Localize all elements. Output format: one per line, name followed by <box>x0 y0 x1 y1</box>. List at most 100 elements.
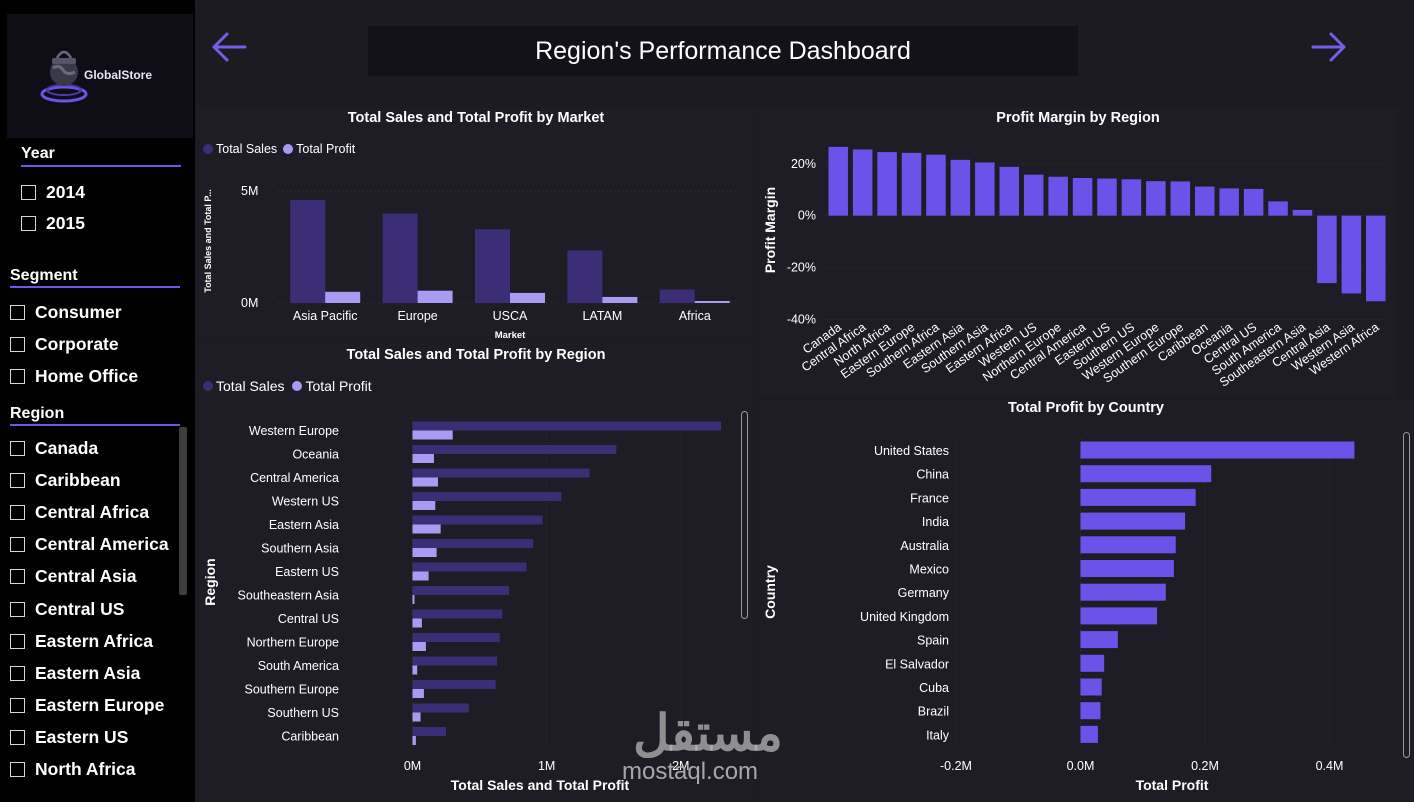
slicer-option[interactable]: Central Africa <box>10 496 180 528</box>
legend-label: Total Profit <box>296 142 356 156</box>
market-x-axis-label: Market <box>495 330 526 340</box>
slicer-option[interactable]: Canada <box>10 432 180 464</box>
region-y-tick: Eastern Asia <box>269 518 339 532</box>
slicer-option[interactable]: Central US <box>10 593 180 625</box>
country-bar <box>1080 536 1176 554</box>
margin-y-axis-label: Profit Margin <box>762 187 778 273</box>
checkbox[interactable] <box>10 472 25 488</box>
region-sales-bar <box>412 445 617 454</box>
legend-item-total-profit[interactable]: Total Profit <box>283 142 355 156</box>
segment-options: Consumer Corporate Home Office <box>10 296 180 392</box>
legend-label: Total Profit <box>305 378 372 394</box>
year-slicer-title: Year <box>21 145 55 162</box>
slicer-option[interactable]: 2015 <box>21 208 181 239</box>
checkbox[interactable] <box>10 698 25 714</box>
checkbox[interactable] <box>10 304 25 320</box>
checkbox[interactable] <box>10 665 25 681</box>
slicer-option[interactable]: Eastern Europe <box>10 690 180 722</box>
margin-bar <box>1097 178 1117 216</box>
segment-slicer: Segment Consumer Corporate Home Office <box>10 267 180 392</box>
slicer-option[interactable]: Eastern US <box>10 722 180 754</box>
region-chart-scrollbar[interactable] <box>741 411 748 619</box>
country-bar <box>1080 725 1098 743</box>
legend-label: Total Sales <box>216 378 285 394</box>
market-profit-bar <box>510 292 545 303</box>
country-bar <box>1080 441 1355 459</box>
checkbox[interactable] <box>10 762 25 778</box>
country-y-tick: Brazil <box>918 705 949 719</box>
legend-item-total-sales[interactable]: Total Sales <box>203 142 277 156</box>
country-y-tick: India <box>922 515 949 529</box>
market-profit-bar <box>417 290 453 303</box>
country-x-tick: 0.0M <box>1067 759 1095 773</box>
segment-slicer-title: Segment <box>10 267 78 284</box>
region-slicer-scrollbar[interactable] <box>179 427 187 595</box>
slicer-option-label: 2014 <box>46 182 85 202</box>
region-sales-bar <box>412 539 534 548</box>
country-y-tick: China <box>916 468 949 482</box>
legend-item-total-sales[interactable]: Total Sales <box>203 378 284 394</box>
checkbox[interactable] <box>21 216 36 231</box>
globe-bag-icon <box>40 50 88 103</box>
checkbox[interactable] <box>10 537 25 553</box>
region-y-tick: Southern Asia <box>261 542 339 556</box>
slicer-option[interactable]: Home Office <box>10 360 180 392</box>
country-x-tick: 0.2M <box>1191 759 1219 773</box>
market-sales-bar <box>475 229 510 303</box>
country-chart-scrollbar[interactable] <box>1403 432 1410 758</box>
country-chart: -0.2M 0.0M 0.2M 0.4M United States China Franc… <box>762 438 1355 793</box>
slicer-option[interactable]: Caribbean <box>10 464 180 496</box>
slicer-option[interactable]: North Africa <box>10 754 180 786</box>
margin-bar <box>1170 181 1191 216</box>
legend-dot <box>292 381 303 391</box>
title-bar <box>368 26 1078 76</box>
checkbox[interactable] <box>10 633 25 649</box>
checkbox[interactable] <box>10 601 25 617</box>
slicer-option-label: Central Asia <box>35 566 137 587</box>
checkbox[interactable] <box>21 185 36 200</box>
region-sales-bar <box>412 421 721 431</box>
forward-arrow-icon[interactable] <box>1310 30 1348 64</box>
slicer-option-label: Corporate <box>35 333 119 354</box>
slicer-option-label: Canada <box>35 437 99 458</box>
market-x-tick: USCA <box>493 309 528 323</box>
country-y-axis-label: Country <box>762 565 778 619</box>
margin-bar <box>828 146 848 216</box>
region-sales-bar <box>412 586 510 595</box>
legend-item-total-profit[interactable]: Total Profit <box>292 378 372 394</box>
slicer-option[interactable]: 2014 <box>21 177 181 208</box>
back-arrow-icon[interactable] <box>210 30 248 64</box>
region-y-tick: Southern US <box>267 706 339 720</box>
brand-name: GlobalStore <box>84 68 153 82</box>
region-profit-bar <box>412 689 424 698</box>
market-profit-bar <box>325 291 361 303</box>
market-x-tick: LATAM <box>582 309 622 323</box>
region-slicer-underline <box>10 424 180 426</box>
checkbox[interactable] <box>10 440 25 456</box>
region-x-tick: 2M <box>672 759 689 773</box>
region-sales-bar <box>412 633 500 642</box>
slicer-option[interactable]: Consumer <box>10 296 180 328</box>
country-bar <box>1080 465 1212 483</box>
region-y-tick: Southern Europe <box>244 683 339 697</box>
checkbox[interactable] <box>10 569 25 585</box>
logo-box <box>7 14 193 138</box>
market-profit-bar <box>694 300 730 303</box>
region-profit-bar <box>412 595 415 604</box>
checkbox[interactable] <box>10 368 25 384</box>
country-chart-title: Total Profit by Country <box>1007 400 1164 416</box>
slicer-option[interactable]: Corporate <box>10 328 180 360</box>
slicer-option[interactable]: Central Asia <box>10 561 180 593</box>
region-y-tick: South America <box>258 659 339 673</box>
checkbox[interactable] <box>10 504 25 520</box>
margin-bar <box>975 162 995 216</box>
checkbox[interactable] <box>10 730 25 746</box>
region-profit-bar <box>412 501 436 510</box>
slicer-option[interactable]: Central America <box>10 529 180 561</box>
slicer-option[interactable]: Eastern Africa <box>10 625 180 657</box>
region-profit-bar <box>412 477 438 487</box>
market-chart-title: Total Sales and Total Profit by Market <box>347 110 605 126</box>
margin-bar <box>1341 215 1362 294</box>
slicer-option[interactable]: Eastern Asia <box>10 657 180 689</box>
checkbox[interactable] <box>10 336 25 352</box>
